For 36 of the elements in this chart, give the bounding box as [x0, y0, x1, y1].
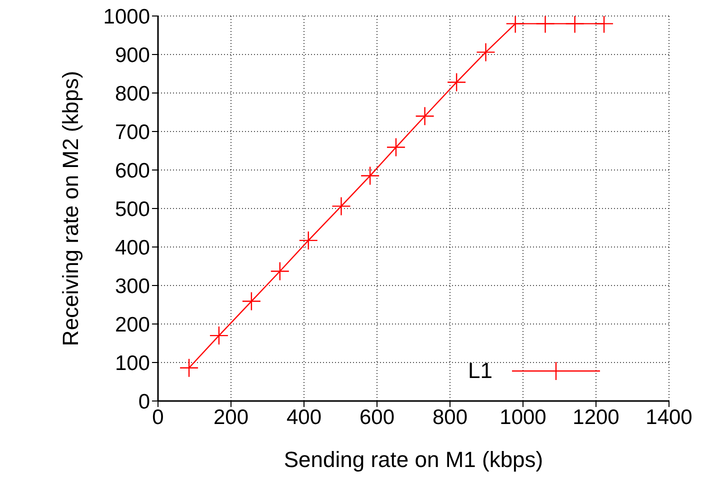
point: [332, 196, 351, 216]
point: [506, 16, 525, 34]
y-tick-label: 100: [114, 352, 150, 375]
point: [565, 16, 584, 34]
x-tick-label: 600: [359, 406, 395, 429]
y-axis-title: Receiving rate on M2 (kbps): [58, 70, 83, 346]
point: [242, 292, 262, 311]
point: [209, 326, 229, 346]
x-tick-label: 800: [432, 406, 468, 429]
legend-label: L1: [468, 358, 492, 384]
point: [360, 166, 380, 186]
y-tick-label: 300: [114, 274, 150, 298]
x-axis-title: Sending rate on M1 (kbps): [284, 447, 544, 472]
x-tick-label: 1200: [572, 406, 620, 429]
y-tick-label: 0: [138, 390, 150, 414]
point: [594, 16, 614, 34]
y-tick-label: 1000: [103, 5, 150, 28]
x-tick-label: 1000: [500, 406, 546, 429]
point: [270, 262, 290, 281]
y-tick-label: 500: [114, 198, 150, 221]
x-tick-label: 1400: [646, 406, 692, 429]
x-tick-label: 200: [213, 406, 249, 429]
y-tick-label: 400: [114, 236, 150, 260]
point: [415, 106, 434, 126]
y-tick-label: 800: [114, 82, 150, 106]
point: [179, 358, 199, 378]
point: [476, 42, 496, 62]
point: [536, 16, 555, 34]
x-tick-label: 400: [286, 406, 322, 429]
y-tick-label: 600: [114, 159, 150, 182]
y-tick-label: 700: [114, 120, 150, 144]
point: [446, 72, 466, 92]
point: [386, 138, 406, 157]
point: [298, 230, 318, 250]
y-tick-label: 200: [114, 313, 150, 336]
y-tick-label: 900: [114, 44, 150, 67]
